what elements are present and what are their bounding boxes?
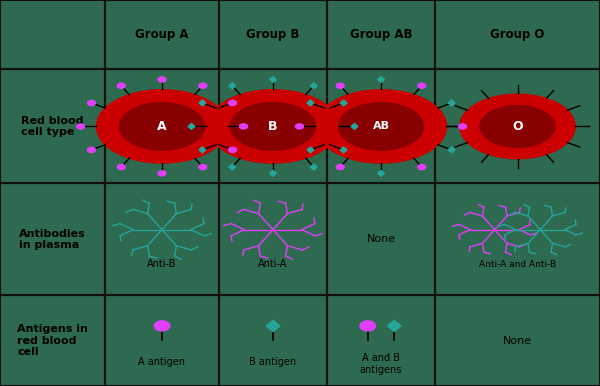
Text: Red blood
cell type: Red blood cell type [21,116,84,137]
Bar [105,0,219,69]
Circle shape [458,124,467,129]
Text: Group B: Group B [247,28,299,41]
Bar [0,295,105,386]
Circle shape [229,147,236,152]
Circle shape [158,171,166,176]
Ellipse shape [230,103,316,150]
Polygon shape [310,164,317,170]
Bar [105,295,219,386]
Text: B antigen: B antigen [250,357,296,367]
Polygon shape [229,83,236,89]
Bar [219,0,327,69]
Ellipse shape [480,105,555,147]
Circle shape [158,77,166,82]
Bar [435,0,600,69]
Text: Anti-B: Anti-B [148,259,176,269]
Ellipse shape [97,90,227,163]
Bar [105,69,219,183]
Circle shape [229,100,236,105]
Text: Group AB: Group AB [350,28,412,41]
Text: A and B
antigens: A and B antigens [360,353,402,374]
Circle shape [77,124,85,129]
Bar [0,0,105,69]
Circle shape [199,83,207,88]
Circle shape [199,164,207,169]
Bar [435,183,600,295]
Polygon shape [340,147,347,153]
Circle shape [117,83,125,88]
Text: None: None [367,234,395,244]
Text: Group O: Group O [490,28,545,41]
Bar [435,69,600,183]
Bar [0,69,105,183]
Polygon shape [266,320,280,332]
Text: B: B [268,120,278,133]
Circle shape [296,124,304,129]
Text: O: O [512,120,523,133]
Polygon shape [269,76,277,83]
Polygon shape [229,164,236,170]
Polygon shape [351,124,358,129]
Ellipse shape [119,103,205,150]
Circle shape [239,124,248,129]
Bar [219,295,327,386]
Text: Anti-A and Anti-B: Anti-A and Anti-B [479,260,556,269]
Bar [327,69,435,183]
Polygon shape [199,147,206,153]
Polygon shape [310,83,317,89]
Text: A: A [157,120,167,133]
Polygon shape [448,147,455,153]
Text: None: None [503,336,532,345]
Polygon shape [307,100,314,106]
Ellipse shape [460,94,575,159]
Polygon shape [448,100,455,106]
Polygon shape [307,147,314,153]
Bar [435,295,600,386]
Text: Antigens in
red blood
cell: Antigens in red blood cell [17,324,88,357]
Ellipse shape [316,90,446,163]
Bar [0,183,105,295]
Polygon shape [269,171,277,176]
Bar [327,183,435,295]
Ellipse shape [338,103,424,150]
Polygon shape [199,100,206,106]
Circle shape [154,321,170,331]
Circle shape [117,164,125,169]
Bar [219,69,327,183]
Circle shape [88,100,95,105]
Circle shape [336,83,344,88]
Polygon shape [188,124,195,129]
Bar [327,295,435,386]
Circle shape [360,321,376,331]
Text: Antibodies
in plasma: Antibodies in plasma [19,229,86,250]
Text: AB: AB [373,122,389,131]
Polygon shape [340,100,347,106]
Polygon shape [377,171,385,176]
Bar [327,0,435,69]
Circle shape [336,164,344,169]
Bar [105,183,219,295]
Ellipse shape [208,90,338,163]
Circle shape [88,147,95,152]
Text: A antigen: A antigen [139,357,185,367]
Circle shape [418,164,426,169]
Polygon shape [388,320,401,332]
Circle shape [418,83,426,88]
Polygon shape [377,76,385,83]
Text: Group A: Group A [135,28,189,41]
Text: Anti-A: Anti-A [259,259,287,269]
Bar [219,183,327,295]
